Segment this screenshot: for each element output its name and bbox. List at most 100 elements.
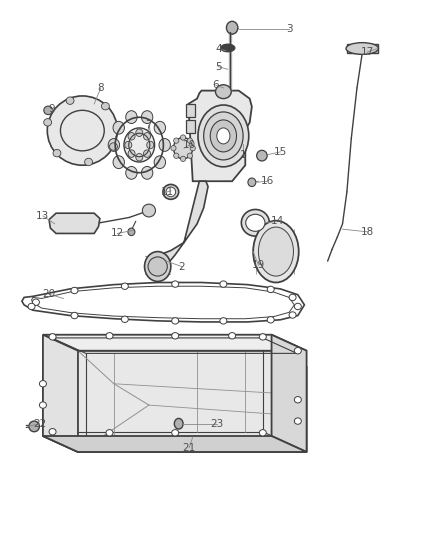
Ellipse shape xyxy=(124,128,155,162)
Ellipse shape xyxy=(221,44,235,52)
Ellipse shape xyxy=(126,111,137,124)
Ellipse shape xyxy=(106,430,113,436)
Ellipse shape xyxy=(204,112,243,160)
Ellipse shape xyxy=(113,156,124,168)
Text: 15: 15 xyxy=(274,147,287,157)
Ellipse shape xyxy=(248,178,256,187)
Ellipse shape xyxy=(154,122,166,134)
Ellipse shape xyxy=(253,221,299,282)
Ellipse shape xyxy=(121,283,128,289)
Ellipse shape xyxy=(294,397,301,403)
Text: 6: 6 xyxy=(212,80,219,90)
Ellipse shape xyxy=(220,318,227,324)
Ellipse shape xyxy=(187,138,193,143)
Ellipse shape xyxy=(44,119,52,126)
Text: 23: 23 xyxy=(210,419,223,429)
Ellipse shape xyxy=(29,421,39,432)
Polygon shape xyxy=(188,91,252,181)
Ellipse shape xyxy=(102,102,110,110)
Ellipse shape xyxy=(294,303,301,310)
Ellipse shape xyxy=(226,21,238,34)
Ellipse shape xyxy=(53,149,61,157)
Ellipse shape xyxy=(148,257,167,276)
Ellipse shape xyxy=(190,146,195,151)
Ellipse shape xyxy=(187,153,193,158)
Polygon shape xyxy=(49,213,100,233)
Ellipse shape xyxy=(108,139,120,151)
Text: 11: 11 xyxy=(161,187,174,197)
Polygon shape xyxy=(347,44,378,53)
Text: 9: 9 xyxy=(48,104,55,114)
Polygon shape xyxy=(43,335,307,351)
Text: 5: 5 xyxy=(215,62,222,71)
Text: 3: 3 xyxy=(286,25,293,34)
Ellipse shape xyxy=(147,141,154,149)
Ellipse shape xyxy=(259,430,266,436)
Ellipse shape xyxy=(159,139,170,151)
Ellipse shape xyxy=(126,166,137,179)
Ellipse shape xyxy=(113,122,124,134)
Ellipse shape xyxy=(346,43,378,54)
Ellipse shape xyxy=(172,318,179,324)
Ellipse shape xyxy=(267,286,274,293)
Polygon shape xyxy=(43,436,307,452)
Ellipse shape xyxy=(142,204,155,217)
Ellipse shape xyxy=(128,150,135,157)
Ellipse shape xyxy=(246,214,265,231)
Ellipse shape xyxy=(258,227,293,276)
Ellipse shape xyxy=(145,252,171,281)
Ellipse shape xyxy=(173,153,179,158)
Ellipse shape xyxy=(66,97,74,104)
Polygon shape xyxy=(22,282,304,322)
Ellipse shape xyxy=(110,143,117,150)
Ellipse shape xyxy=(172,281,179,287)
Ellipse shape xyxy=(163,184,179,199)
Ellipse shape xyxy=(289,312,296,318)
Polygon shape xyxy=(43,335,78,452)
Ellipse shape xyxy=(144,150,151,157)
Ellipse shape xyxy=(294,418,301,424)
Ellipse shape xyxy=(241,209,269,236)
Ellipse shape xyxy=(28,303,35,310)
Text: 2: 2 xyxy=(178,262,185,271)
Ellipse shape xyxy=(128,228,135,236)
Ellipse shape xyxy=(39,402,46,408)
Ellipse shape xyxy=(39,381,46,387)
Ellipse shape xyxy=(267,317,274,323)
Ellipse shape xyxy=(166,187,176,197)
Text: 10: 10 xyxy=(183,140,196,150)
Ellipse shape xyxy=(172,333,179,339)
Text: 14: 14 xyxy=(271,216,284,226)
Text: 17: 17 xyxy=(360,47,374,57)
Ellipse shape xyxy=(136,129,143,136)
Ellipse shape xyxy=(49,334,56,340)
Text: 13: 13 xyxy=(36,211,49,221)
Ellipse shape xyxy=(71,312,78,319)
Ellipse shape xyxy=(174,418,183,429)
Text: 20: 20 xyxy=(42,289,56,299)
Text: 19: 19 xyxy=(252,261,265,270)
Ellipse shape xyxy=(154,156,166,168)
Ellipse shape xyxy=(289,294,296,301)
Text: 12: 12 xyxy=(111,229,124,238)
Text: 1: 1 xyxy=(240,150,247,159)
Ellipse shape xyxy=(229,333,236,339)
Ellipse shape xyxy=(172,430,179,436)
Ellipse shape xyxy=(32,299,39,305)
Ellipse shape xyxy=(44,106,53,115)
Ellipse shape xyxy=(173,138,193,159)
Ellipse shape xyxy=(128,133,135,140)
Ellipse shape xyxy=(198,105,249,167)
Ellipse shape xyxy=(171,146,176,151)
Polygon shape xyxy=(43,351,307,452)
Polygon shape xyxy=(272,335,307,452)
Ellipse shape xyxy=(210,120,237,152)
Ellipse shape xyxy=(173,138,179,143)
Ellipse shape xyxy=(257,150,267,161)
Text: 7: 7 xyxy=(145,120,152,130)
Ellipse shape xyxy=(180,135,186,140)
Ellipse shape xyxy=(141,166,153,179)
Ellipse shape xyxy=(259,334,266,340)
Text: 16: 16 xyxy=(261,176,274,186)
Ellipse shape xyxy=(125,141,132,149)
